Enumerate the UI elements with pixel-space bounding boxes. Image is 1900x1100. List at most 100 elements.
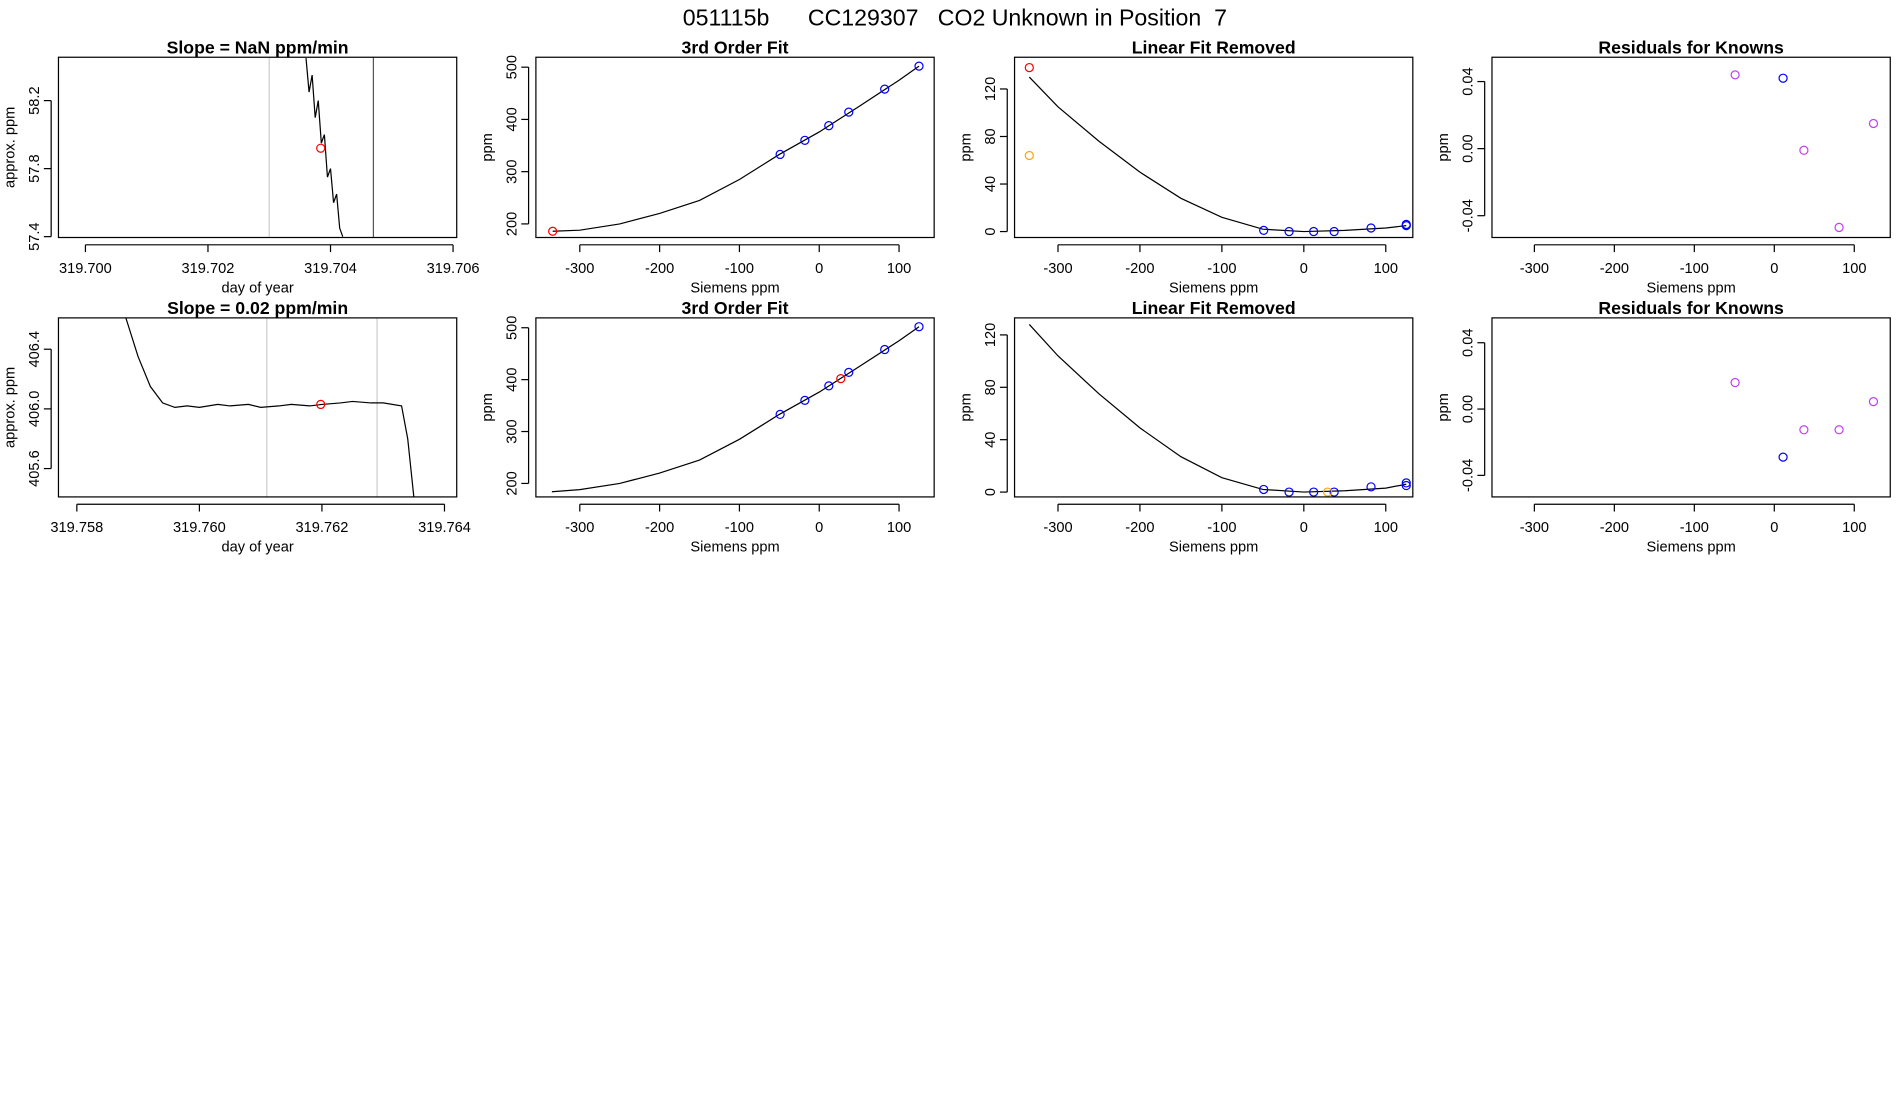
x-tick-label: 319.758 xyxy=(50,520,103,536)
panel: Slope = NaN ppm/min day of year approx. pp… xyxy=(3,38,480,297)
y-tick-label: 300 xyxy=(504,159,520,183)
point xyxy=(775,149,785,160)
point xyxy=(1868,396,1879,407)
x-tick-label: -100 xyxy=(725,520,754,536)
y-axis-label: ppm xyxy=(959,133,975,161)
y-tick-label: -0.04 xyxy=(1460,199,1476,232)
y-tick-label: 200 xyxy=(504,212,520,236)
point xyxy=(1778,452,1788,462)
plot-area xyxy=(551,322,924,493)
point xyxy=(880,84,890,94)
y-axis-label: ppm xyxy=(1436,393,1452,421)
x-tick-label: 100 xyxy=(1374,520,1398,536)
y-tick-label: 405.6 xyxy=(27,450,43,487)
panel-title: Slope = NaN ppm/min xyxy=(167,38,349,58)
plot-frame xyxy=(1013,317,1414,498)
x-tick-label: 100 xyxy=(1842,520,1866,536)
x-tick-label: 100 xyxy=(1842,261,1866,277)
x-tick-label: 100 xyxy=(1374,261,1398,277)
point xyxy=(316,399,326,410)
point xyxy=(1366,223,1376,233)
plot-frame xyxy=(57,56,458,239)
point xyxy=(1401,478,1411,488)
y-tick-label: 57.8 xyxy=(27,154,43,182)
y-tick-label: 500 xyxy=(504,316,520,340)
y-tick-label: 0 xyxy=(983,488,999,496)
y-tick-label: 406.0 xyxy=(27,391,43,428)
point xyxy=(914,61,924,71)
x-axis-label: Siemens ppm xyxy=(1646,280,1735,296)
point xyxy=(1309,226,1319,237)
panel-title: Linear Fit Removed xyxy=(1132,298,1296,318)
y-axis-label: approx. ppm xyxy=(3,367,19,448)
x-tick-label: -200 xyxy=(645,261,674,277)
panel-title: 3rd Order Fit xyxy=(682,298,789,318)
y-tick-label: 120 xyxy=(983,323,999,347)
x-tick-label: 319.702 xyxy=(182,261,235,277)
plot-area xyxy=(268,57,375,238)
x-tick-label: 0 xyxy=(815,261,823,277)
plot-frame xyxy=(57,317,458,498)
x-axis-label: Siemens ppm xyxy=(1169,540,1258,556)
x-tick-label: -200 xyxy=(1600,520,1629,536)
point xyxy=(800,135,810,145)
point xyxy=(824,381,834,391)
plot-area xyxy=(1024,62,1411,237)
plot-area xyxy=(1028,324,1411,497)
x-tick-label: -300 xyxy=(1520,261,1549,277)
y-tick-label: 400 xyxy=(504,367,520,391)
y-tick-label: 57.4 xyxy=(27,222,43,250)
series-line xyxy=(1028,324,1407,493)
y-tick-label: 120 xyxy=(983,77,999,101)
x-tick-label: -300 xyxy=(1043,261,1072,277)
panel-title: 3rd Order Fit xyxy=(682,38,789,58)
point xyxy=(800,395,810,406)
point xyxy=(1322,487,1333,497)
x-tick-label: 319.762 xyxy=(296,520,349,536)
x-tick-label: -100 xyxy=(1207,520,1236,536)
x-tick-label: 100 xyxy=(887,261,911,277)
y-axis-label: approx. ppm xyxy=(3,107,19,188)
y-tick-label: 0.00 xyxy=(1460,395,1476,423)
plot-area xyxy=(548,61,924,236)
panel: 3rd Order Fit Siemens ppm ppm -300 -200 -100 0… xyxy=(480,38,935,296)
x-tick-label: 319.706 xyxy=(427,261,480,277)
y-tick-label: -0.04 xyxy=(1460,459,1476,492)
panel: Slope = 0.02 ppm/min day of year approx. p… xyxy=(3,298,471,555)
panel-title: Linear Fit Removed xyxy=(1132,38,1296,58)
x-tick-label: -200 xyxy=(645,520,674,536)
series-line xyxy=(551,326,920,493)
point xyxy=(1309,487,1319,497)
point xyxy=(1284,226,1294,237)
plot-frame xyxy=(1491,56,1891,239)
plot-frame xyxy=(1491,317,1891,498)
point xyxy=(1799,145,1809,155)
x-tick-label: 319.704 xyxy=(304,261,357,277)
series-line xyxy=(305,58,344,237)
point xyxy=(1834,425,1844,435)
x-tick-label: -100 xyxy=(1680,261,1709,277)
point xyxy=(1024,62,1034,73)
y-tick-label: 0 xyxy=(983,227,999,235)
point xyxy=(1329,487,1339,497)
plot-area xyxy=(1730,70,1879,233)
x-tick-label: 0 xyxy=(1300,261,1308,277)
point xyxy=(836,373,846,384)
panel: Residuals for Knowns Siemens ppm ppm -300 -2… xyxy=(1436,298,1891,556)
x-tick-label: 100 xyxy=(887,520,911,536)
x-tick-label: 319.764 xyxy=(418,520,471,536)
y-tick-label: 40 xyxy=(983,432,999,448)
plot-area xyxy=(1730,377,1879,462)
point xyxy=(1868,118,1879,129)
y-tick-label: 58.2 xyxy=(27,86,43,114)
x-tick-label: -100 xyxy=(1207,261,1236,277)
point xyxy=(775,409,785,420)
panel: Linear Fit Removed Siemens ppm ppm -300 -200… xyxy=(959,298,1414,556)
panel: Residuals for Knowns Siemens ppm ppm -300 -2… xyxy=(1436,38,1891,296)
point xyxy=(1024,150,1034,161)
y-tick-label: 0.00 xyxy=(1460,134,1476,162)
x-tick-label: -300 xyxy=(565,520,594,536)
point xyxy=(1834,222,1844,233)
